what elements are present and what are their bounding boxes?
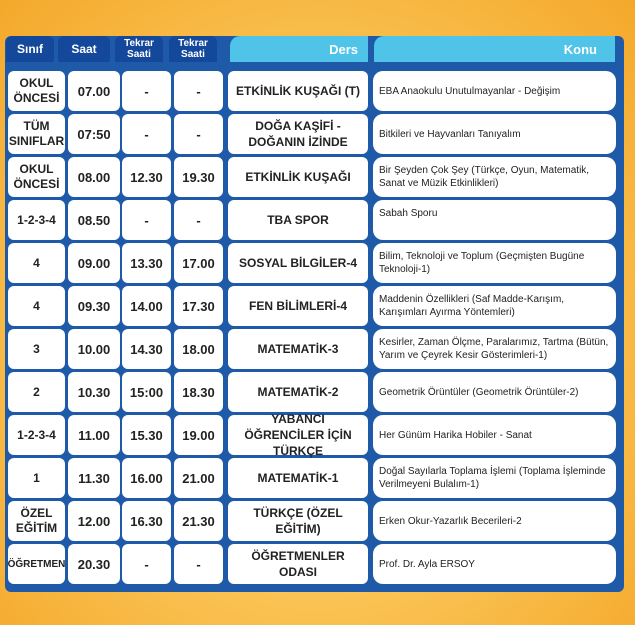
time-cell: 11.30 [68,458,120,498]
topic-cell: Bitkileri ve Hayvanları Tanıyalım [373,114,616,154]
repeat-time-2-cell: - [174,71,223,111]
topic-cell: Geometrik Örüntüler (Geometrik Örüntüler… [373,372,616,412]
repeat-time-2-cell: - [174,114,223,154]
time-cell: 11.00 [68,415,120,455]
grade-cell: ÖZEL EĞİTİM [8,501,65,541]
time-cell: 07.00 [68,71,120,111]
course-cell: TBA SPOR [228,200,368,240]
repeat-time-1-cell: - [122,71,171,111]
repeat-time-2-cell: 19.30 [174,157,223,197]
header-ders: Ders [230,36,368,62]
grade-cell: TÜM SINIFLAR [8,114,65,154]
time-cell: 10.30 [68,372,120,412]
time-cell: 08.00 [68,157,120,197]
grade-cell: 1-2-3-4 [8,200,65,240]
grade-cell: 4 [8,286,65,326]
topic-cell: Prof. Dr. Ayla ERSOY [373,544,616,584]
repeat-time-1-cell: 16.30 [122,501,171,541]
course-cell: TÜRKÇE (ÖZEL EĞİTİM) [228,501,368,541]
grade-cell: 1 [8,458,65,498]
header-tekrar-saati-2: Tekrar Saati [169,36,217,62]
course-cell: MATEMATİK-3 [228,329,368,369]
topic-cell: Erken Okur-Yazarlık Becerileri-2 [373,501,616,541]
time-cell: 12.00 [68,501,120,541]
grade-cell: 1-2-3-4 [8,415,65,455]
repeat-time-2-cell: 18.00 [174,329,223,369]
time-cell: 09.30 [68,286,120,326]
grade-cell: OKUL ÖNCESİ [8,71,65,111]
course-cell: ETKİNLİK KUŞAĞI [228,157,368,197]
repeat-time-1-cell: - [122,544,171,584]
repeat-time-2-cell: 21.00 [174,458,223,498]
repeat-time-2-cell: - [174,200,223,240]
time-cell: 08.50 [68,200,120,240]
topic-cell: Kesirler, Zaman Ölçme, Paralarımız, Tart… [373,329,616,369]
repeat-time-1-cell: 12.30 [122,157,171,197]
header-saat: Saat [58,36,110,62]
course-cell: MATEMATİK-2 [228,372,368,412]
repeat-time-2-cell: - [174,544,223,584]
topic-cell: Bilim, Teknoloji ve Toplum (Geçmişten Bu… [373,243,616,283]
topic-cell: EBA Anaokulu Unutulmayanlar - Değişim [373,71,616,111]
repeat-time-2-cell: 17.00 [174,243,223,283]
repeat-time-1-cell: - [122,114,171,154]
topic-cell: Her Günüm Harika Hobiler - Sanat [373,415,616,455]
grade-cell: ÖĞRETMEN [8,544,65,584]
repeat-time-1-cell: 13.30 [122,243,171,283]
course-cell: SOSYAL BİLGİLER-4 [228,243,368,283]
repeat-time-1-cell: 15:00 [122,372,171,412]
repeat-time-2-cell: 17.30 [174,286,223,326]
time-cell: 09.00 [68,243,120,283]
grade-cell: 3 [8,329,65,369]
grade-cell: OKUL ÖNCESİ [8,157,65,197]
header-konu: Konu [374,36,615,62]
grade-cell: 4 [8,243,65,283]
course-cell: ETKİNLİK KUŞAĞI (T) [228,71,368,111]
header-sinif: Sınıf [6,36,54,62]
repeat-time-1-cell: 14.30 [122,329,171,369]
topic-cell: Sabah Sporu [373,200,616,240]
repeat-time-1-cell: 14.00 [122,286,171,326]
time-cell: 20.30 [68,544,120,584]
repeat-time-1-cell: 16.00 [122,458,171,498]
header-tekrar-saati-1: Tekrar Saati [115,36,163,62]
topic-cell: Doğal Sayılarla Toplama İşlemi (Toplama … [373,458,616,498]
repeat-time-2-cell: 21.30 [174,501,223,541]
course-cell: MATEMATİK-1 [228,458,368,498]
course-cell: YABANCI ÖĞRENCİLER İÇİN TÜRKÇE [228,412,368,458]
time-cell: 10.00 [68,329,120,369]
course-cell: FEN BİLİMLERİ-4 [228,286,368,326]
repeat-time-2-cell: 18.30 [174,372,223,412]
topic-cell: Maddenin Özellikleri (Saf Madde-Karışım,… [373,286,616,326]
grade-cell: 2 [8,372,65,412]
time-cell: 07:50 [68,114,120,154]
repeat-time-1-cell: - [122,200,171,240]
course-cell: ÖĞRETMENLER ODASI [228,544,368,584]
course-cell: DOĞA KAŞİFİ - DOĞANIN İZİNDE [228,114,368,154]
topic-cell: Bir Şeyden Çok Şey (Türkçe, Oyun, Matema… [373,157,616,197]
repeat-time-1-cell: 15.30 [122,415,171,455]
repeat-time-2-cell: 19.00 [174,415,223,455]
